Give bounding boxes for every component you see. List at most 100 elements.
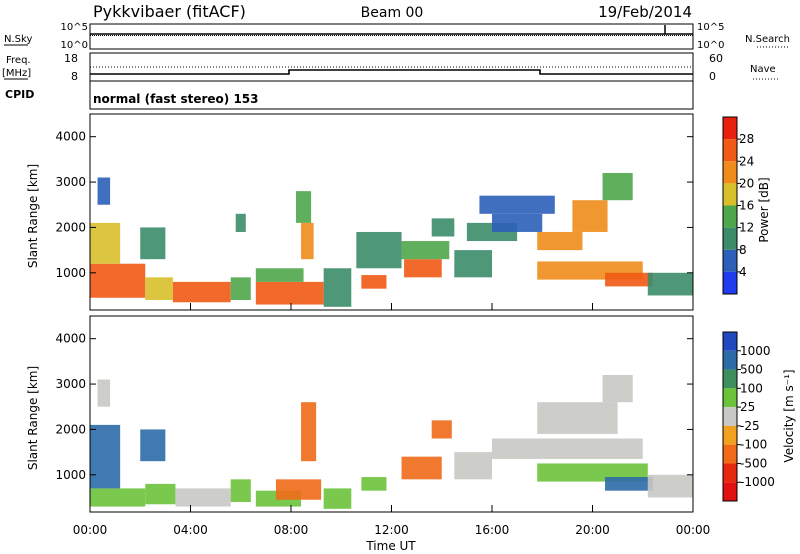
velocity-scale-tick-label: -25 bbox=[740, 419, 760, 433]
nave-label: Nave bbox=[750, 64, 776, 75]
range-tick-label: 1000 bbox=[55, 468, 86, 482]
noise-right-tick-top: 10^5 bbox=[697, 22, 724, 33]
power-scale-title: Power [dB] bbox=[757, 177, 771, 242]
velocity-color-swatch bbox=[723, 407, 737, 426]
power-scale-tick-label: 12 bbox=[739, 221, 754, 235]
range-time-cell bbox=[537, 402, 618, 434]
velocity-scale-tick-label: 100 bbox=[740, 381, 763, 395]
range-time-cell bbox=[323, 488, 352, 509]
range-tick-label: 3000 bbox=[55, 175, 86, 189]
nave-right-tick-top: 60 bbox=[709, 52, 723, 65]
range-time-cell bbox=[255, 281, 324, 305]
velocity-color-swatch bbox=[723, 369, 737, 389]
power-panel: 1000 2000 3000 4000 Slant Range [km] bbox=[26, 113, 694, 311]
velocity-range-axis-title: Slant Range [km] bbox=[26, 366, 40, 470]
range-time-cell bbox=[145, 277, 173, 301]
velocity-color-swatch bbox=[723, 482, 737, 501]
velocity-range-ticks: 1000 2000 3000 4000 bbox=[55, 332, 693, 482]
velocity-color-swatch bbox=[723, 350, 737, 370]
cpid-panel bbox=[89, 80, 694, 110]
range-time-cell bbox=[301, 402, 317, 462]
power-color-swatch bbox=[723, 139, 737, 162]
velocity-panel: 1000 2000 3000 4000 Slant Range [km] bbox=[26, 315, 694, 513]
range-time-cell bbox=[431, 218, 455, 237]
power-color-swatch bbox=[723, 205, 737, 228]
range-time-cell bbox=[90, 222, 121, 264]
velocity-scale-title: Velocity [m s⁻¹] bbox=[782, 369, 796, 462]
range-time-cell bbox=[230, 479, 251, 503]
range-time-cell bbox=[230, 277, 251, 301]
velocity-scale-tick-label: 25 bbox=[740, 400, 755, 414]
range-time-cell bbox=[145, 483, 176, 505]
power-color-swatch bbox=[723, 271, 737, 294]
velocity-color-swatch bbox=[723, 425, 737, 445]
power-scale-tick-label: 20 bbox=[739, 176, 754, 190]
power-color-swatch bbox=[723, 249, 737, 272]
range-time-cell bbox=[356, 231, 402, 269]
range-time-cell bbox=[140, 227, 166, 260]
noise-left-tick-top: 10^5 bbox=[61, 22, 88, 33]
velocity-cells bbox=[90, 374, 693, 509]
range-time-cell bbox=[605, 477, 653, 491]
time-axis: 00:00 04:00 08:00 12:00 16:00 20:00 00:00 bbox=[73, 303, 711, 537]
range-time-cell bbox=[401, 241, 450, 260]
power-scale-tick-label: 16 bbox=[739, 199, 754, 213]
range-time-cell bbox=[172, 281, 231, 303]
range-tick-label: 2000 bbox=[55, 220, 86, 234]
velocity-scale-tick-label: 500 bbox=[740, 363, 763, 377]
n-search-label: N.Search bbox=[745, 34, 790, 45]
range-time-cell bbox=[175, 488, 231, 507]
date-title: 19/Feb/2014 bbox=[598, 3, 692, 21]
range-time-cell bbox=[97, 177, 111, 205]
velocity-color-swatch bbox=[723, 332, 737, 351]
range-time-cell bbox=[602, 172, 633, 201]
time-tick-label: 00:00 bbox=[676, 523, 711, 537]
power-scale-tick-label: 4 bbox=[739, 265, 747, 279]
range-time-cell bbox=[404, 259, 442, 278]
range-time-cell bbox=[323, 268, 352, 307]
time-tick-label: 16:00 bbox=[475, 523, 510, 537]
range-tick-label: 3000 bbox=[55, 377, 86, 391]
power-scale-tick-label: 24 bbox=[739, 154, 754, 168]
range-time-cell bbox=[647, 474, 693, 498]
time-tick-label: 12:00 bbox=[374, 523, 409, 537]
range-time-cell bbox=[140, 429, 166, 462]
station-title: Pykkvibaer (fitACF) bbox=[93, 2, 246, 21]
range-time-cell bbox=[537, 231, 583, 251]
freq-label-2: [MHz] bbox=[2, 68, 31, 79]
range-time-cell bbox=[572, 200, 608, 232]
range-time-cell bbox=[255, 268, 304, 282]
range-time-cell bbox=[296, 191, 312, 223]
power-color-swatch bbox=[723, 117, 737, 140]
range-time-cell bbox=[492, 438, 643, 459]
power-color-swatch bbox=[723, 227, 737, 250]
range-time-cell bbox=[90, 424, 121, 489]
power-color-swatch bbox=[723, 161, 737, 184]
n-sky-label: N.Sky bbox=[4, 34, 32, 45]
power-scale-tick-label: 8 bbox=[739, 243, 747, 257]
range-time-cell bbox=[492, 213, 543, 232]
time-axis-title: Time UT bbox=[365, 539, 416, 553]
power-cells bbox=[90, 172, 693, 307]
time-tick-label: 20:00 bbox=[575, 523, 610, 537]
cpid-text: normal (fast stereo) 153 bbox=[93, 92, 259, 106]
range-time-cell bbox=[235, 213, 246, 232]
power-colorbar: 4 8 12 16 20 24 28 bbox=[722, 116, 754, 295]
freq-line bbox=[90, 69, 693, 75]
velocity-color-swatch bbox=[723, 444, 737, 464]
freq-left-tick-top: 18 bbox=[64, 52, 78, 65]
power-scale-tick-label: 28 bbox=[739, 132, 754, 146]
velocity-color-swatch bbox=[723, 463, 737, 483]
range-time-cell bbox=[301, 222, 314, 260]
range-tick-label: 1000 bbox=[55, 266, 86, 280]
velocity-scale-tick-label: 1000 bbox=[740, 344, 771, 358]
range-time-cell bbox=[361, 275, 387, 289]
noise-left-tick-bottom: 10^0 bbox=[61, 40, 88, 51]
range-time-cell bbox=[602, 374, 633, 403]
cpid-label: CPID bbox=[5, 88, 34, 101]
freq-label-1: Freq. bbox=[6, 55, 31, 66]
time-tick-label: 00:00 bbox=[73, 523, 108, 537]
range-time-cell bbox=[454, 452, 492, 480]
time-tick-label: 04:00 bbox=[173, 523, 208, 537]
power-range-ticks: 1000 2000 3000 4000 bbox=[55, 130, 693, 280]
